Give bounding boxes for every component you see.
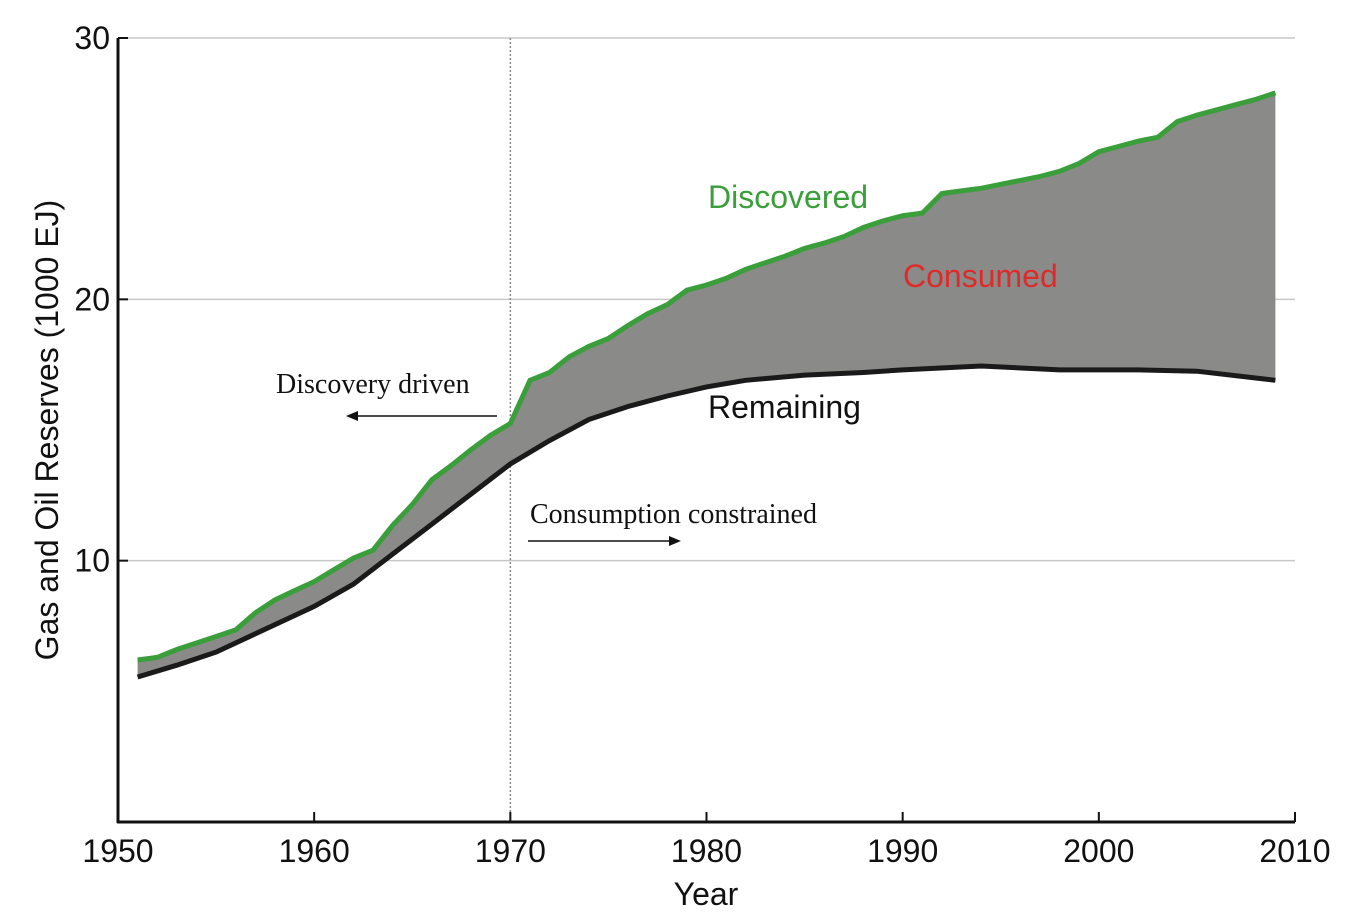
x-tick-label: 1990 — [867, 833, 938, 869]
x-tick-label: 1970 — [475, 833, 546, 869]
x-tick-label: 1960 — [279, 833, 350, 869]
y-tick-label: 30 — [74, 20, 110, 56]
x-tick-label: 2010 — [1259, 833, 1330, 869]
x-tick-label: 2000 — [1063, 833, 1134, 869]
right-arrow-icon — [528, 536, 681, 546]
left-arrow-icon — [346, 411, 497, 421]
remaining-series-line — [136, 363, 1276, 680]
discovered-label: Discovered — [708, 179, 868, 215]
consumed-label: Consumed — [903, 258, 1058, 294]
x-tick-label: 1980 — [671, 833, 742, 869]
y-tick-label: 20 — [74, 281, 110, 317]
y-axis-label: Gas and Oil Reserves (1000 EJ) — [29, 200, 65, 661]
x-axis-label: Year — [674, 876, 739, 912]
x-tick-label: 1950 — [82, 833, 153, 869]
y-tick-label: 10 — [74, 543, 110, 579]
discovery-driven-annotation: Discovery driven — [276, 369, 470, 400]
remaining-label: Remaining — [708, 389, 861, 425]
discovered-series-line — [137, 90, 1277, 663]
consumption-constrained-annotation: Consumption constrained — [530, 499, 817, 530]
